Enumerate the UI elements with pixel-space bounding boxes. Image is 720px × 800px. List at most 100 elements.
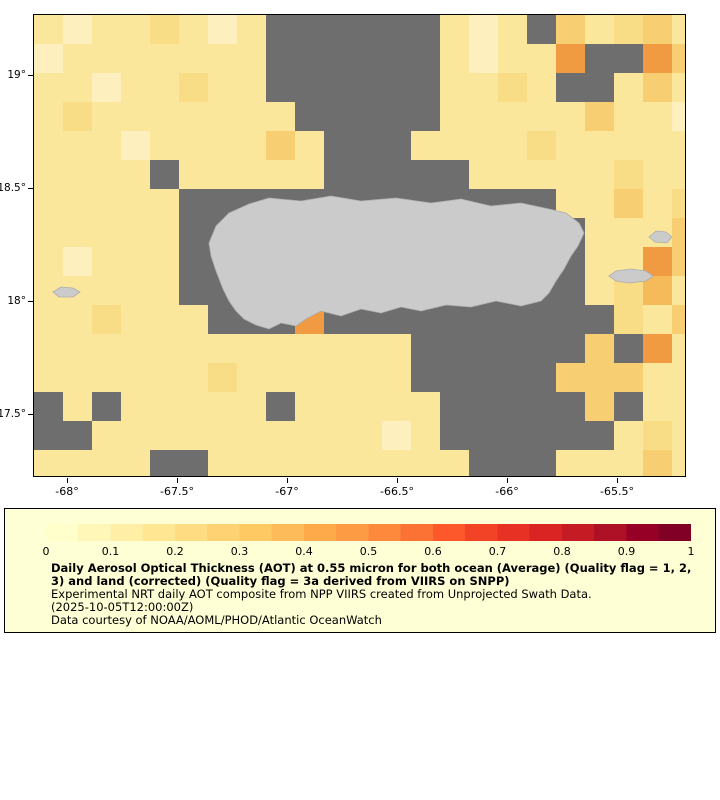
- aot-grid-cell: [295, 73, 324, 102]
- legend-line-timestamp: (2025-10-05T12:00:00Z): [51, 600, 194, 614]
- aot-grid-cell: [121, 247, 150, 276]
- aot-grid-cell: [92, 305, 121, 334]
- aot-grid-cell: [208, 73, 237, 102]
- aot-grid-cell: [527, 247, 556, 276]
- aot-grid-cell: [440, 450, 469, 476]
- aot-grid-cell: [556, 392, 585, 421]
- aot-grid-cell: [498, 276, 527, 305]
- aot-grid-cell: [672, 421, 685, 450]
- aot-grid-cell: [411, 334, 440, 363]
- colorbar-ticks: 0 0.1 0.2 0.3 0.4 0.5 0.6 0.7 0.8 0.9 1: [43, 545, 695, 558]
- aot-grid-cell: [672, 363, 685, 392]
- aot-grid-cell: [556, 160, 585, 189]
- aot-grid-cell: [411, 160, 440, 189]
- aot-grid-cell: [353, 44, 382, 73]
- aot-grid-cell: [585, 421, 614, 450]
- aot-grid-cell: [295, 363, 324, 392]
- colorbar-tick-label: 1: [687, 545, 695, 558]
- aot-grid-cell: [150, 276, 179, 305]
- aot-grid-cell: [527, 392, 556, 421]
- aot-grid-cell: [179, 450, 208, 476]
- aot-grid-cell: [34, 218, 63, 247]
- aot-grid-cell: [614, 73, 643, 102]
- aot-grid-cell: [614, 363, 643, 392]
- aot-grid-cell: [440, 73, 469, 102]
- aot-grid-cell: [469, 218, 498, 247]
- aot-grid-cell: [411, 189, 440, 218]
- aot-grid-cell: [121, 363, 150, 392]
- aot-grid-cell: [34, 73, 63, 102]
- aot-grid-cell: [556, 450, 585, 476]
- aot-grid-cell: [295, 421, 324, 450]
- aot-grid-cell: [643, 276, 672, 305]
- aot-map: [33, 14, 686, 477]
- aot-grid-cell: [643, 102, 672, 131]
- aot-grid-cell: [150, 44, 179, 73]
- aot-grid-cell: [643, 44, 672, 73]
- aot-grid-cell: [92, 160, 121, 189]
- x-axis-tick: [397, 478, 398, 483]
- aot-grid-cell: [353, 160, 382, 189]
- aot-grid-cell: [498, 73, 527, 102]
- aot-grid-cell: [150, 189, 179, 218]
- aot-grid-cell: [34, 247, 63, 276]
- aot-grid-cell: [556, 131, 585, 160]
- aot-grid-cell: [440, 160, 469, 189]
- aot-grid-cell: [411, 44, 440, 73]
- aot-grid-cell: [527, 189, 556, 218]
- aot-grid-cell: [469, 44, 498, 73]
- aot-grid-cell: [411, 131, 440, 160]
- x-axis-label: -67.5°: [160, 485, 194, 498]
- aot-grid-cell: [614, 450, 643, 476]
- aot-grid-cell: [411, 73, 440, 102]
- aot-grid-cell: [237, 363, 266, 392]
- aot-grid-cell: [266, 276, 295, 305]
- aot-grid-cell: [63, 247, 92, 276]
- aot-grid-cell: [585, 44, 614, 73]
- aot-grid-cell: [440, 247, 469, 276]
- aot-grid-cell: [672, 305, 685, 334]
- aot-grid-cell: [34, 160, 63, 189]
- aot-grid-cell: [585, 305, 614, 334]
- aot-grid-cell: [150, 305, 179, 334]
- aot-grid-cell: [121, 102, 150, 131]
- aot-grid-cell: [353, 131, 382, 160]
- aot-grid-cell: [34, 102, 63, 131]
- aot-grid-cell: [208, 334, 237, 363]
- aot-grid-cell: [614, 189, 643, 218]
- aot-grid-cell: [440, 276, 469, 305]
- aot-grid-cell: [150, 15, 179, 44]
- aot-grid-cell: [411, 218, 440, 247]
- aot-grid-cell: [63, 450, 92, 476]
- aot-grid-cell: [556, 102, 585, 131]
- x-axis-label: -66.5°: [380, 485, 414, 498]
- aot-grid-cell: [527, 363, 556, 392]
- aot-grid-cell: [237, 247, 266, 276]
- aot-grid-cell: [237, 392, 266, 421]
- colorbar-tick-label: 0.3: [230, 545, 249, 558]
- aot-grid-cell: [411, 102, 440, 131]
- colorbar-tick-label: 0.9: [617, 545, 636, 558]
- aot-grid-cell: [411, 276, 440, 305]
- aot-grid-cell: [179, 189, 208, 218]
- aot-grid-cell: [121, 450, 150, 476]
- colorbar-tick-label: 0.1: [101, 545, 120, 558]
- aot-grid-cell: [34, 189, 63, 218]
- aot-grid-cell: [237, 450, 266, 476]
- aot-grid-cell: [121, 160, 150, 189]
- aot-grid-cell: [34, 450, 63, 476]
- aot-grid-cell: [614, 131, 643, 160]
- aot-grid-cell: [295, 15, 324, 44]
- x-axis-label: -65.5°: [600, 485, 634, 498]
- aot-grid-cell: [208, 102, 237, 131]
- aot-grid-cell: [295, 44, 324, 73]
- aot-grid-cell: [585, 15, 614, 44]
- aot-grid-cell: [92, 218, 121, 247]
- aot-grid-cell: [237, 73, 266, 102]
- x-axis-label: -67°: [275, 485, 299, 498]
- aot-grid-cell: [614, 102, 643, 131]
- aot-grid-cell: [295, 247, 324, 276]
- aot-grid-cell: [63, 421, 92, 450]
- aot-grid-cell: [469, 131, 498, 160]
- aot-grid-cell: [34, 305, 63, 334]
